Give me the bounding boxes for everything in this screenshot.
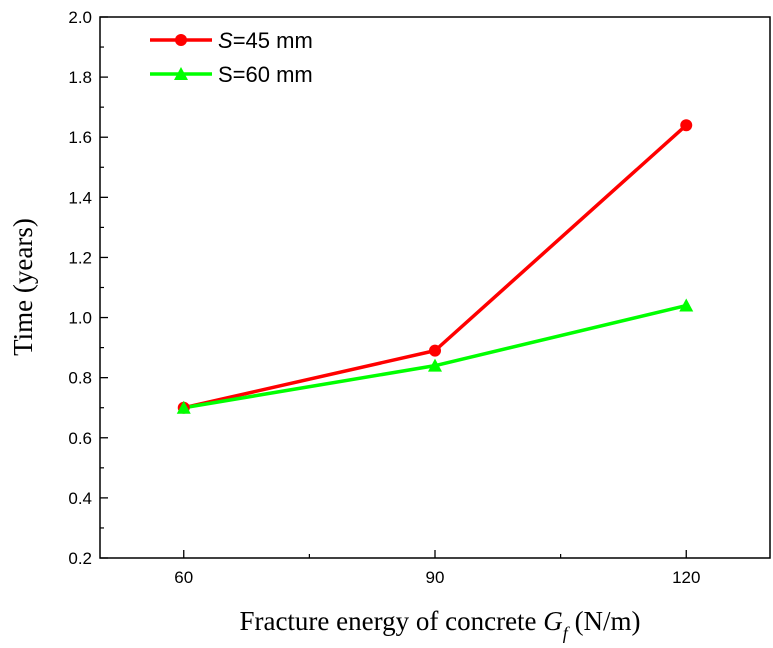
y-tick-label: 0.6: [68, 429, 92, 448]
data-point-s45: [680, 119, 693, 132]
data-point-s60: [428, 358, 442, 372]
y-tick-label: 0.8: [68, 369, 92, 388]
x-tick-label: 120: [672, 568, 700, 587]
data-point-s45: [429, 344, 441, 357]
x-axis-title-suffix: (N/m): [568, 606, 641, 636]
y-tick-label: 1.2: [68, 248, 92, 267]
y-tick-label: 0.2: [68, 549, 92, 568]
x-tick-label: 60: [174, 568, 193, 587]
x-axis-title-subscript: f: [563, 623, 571, 643]
y-tick-label: 2.0: [68, 8, 92, 27]
x-axis-title-symbol: G: [543, 606, 563, 636]
legend-marker-s60: [174, 67, 188, 80]
legend-label-s45-rest: =45 mm: [233, 28, 313, 53]
legend-label-s60: S=60 mm: [218, 62, 313, 87]
plot-frame: [99, 16, 771, 559]
legend-label-s45-italic: S: [218, 28, 233, 53]
y-tick-label: 1.8: [68, 68, 92, 87]
y-tick-label: 1.6: [68, 128, 92, 147]
legend-marker-s45: [175, 34, 187, 46]
legend-item-s60: S=60 mm: [150, 62, 313, 87]
x-tick-label: 90: [426, 568, 445, 587]
series-line-s60: [183, 303, 687, 410]
data-point-s60: [176, 400, 191, 414]
chart-axes: [99, 16, 771, 559]
chart-ticks: 0.2 0.4 0.6 0.8 1.0 1.2 1.4 1.6 1.8 2.0 60 90 120: [68, 8, 700, 587]
legend-item-s45: S=45 mm: [150, 28, 313, 53]
y-tick-label: 0.4: [68, 489, 92, 508]
x-axis-title: Fracture energy of concrete Gf (N/m): [239, 606, 640, 643]
legend: S=45 mm S=60 mm: [150, 28, 313, 87]
y-tick-label: 1.4: [68, 188, 92, 207]
legend-label-s45: S=45 mm: [218, 28, 313, 53]
chart-series: [176, 119, 694, 414]
y-axis-title: Time (years): [8, 218, 38, 356]
x-axis-title-prefix: Fracture energy of concrete: [239, 606, 543, 636]
y-tick-label: 1.0: [68, 309, 92, 328]
data-point-s60: [679, 298, 694, 312]
